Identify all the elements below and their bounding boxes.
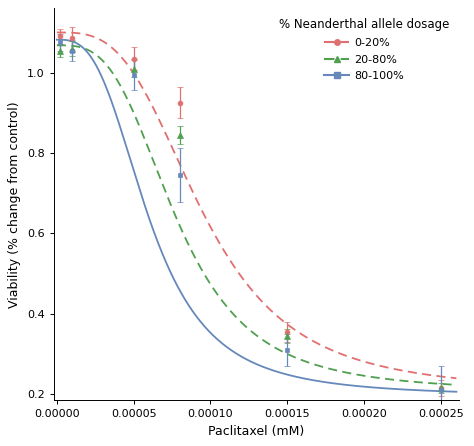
Legend: 0-20%, 20-80%, 80-100%: 0-20%, 20-80%, 80-100% — [274, 14, 454, 86]
X-axis label: Paclitaxel (mM): Paclitaxel (mM) — [209, 425, 305, 438]
Y-axis label: Viability (% change from control): Viability (% change from control) — [9, 101, 21, 308]
